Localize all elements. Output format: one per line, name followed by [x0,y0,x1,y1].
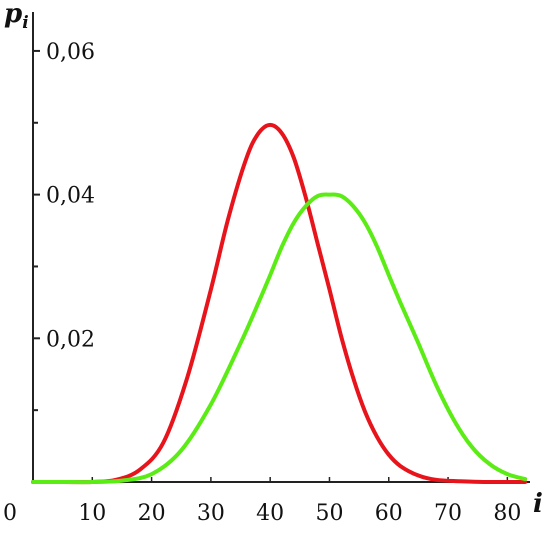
series-line-1 [31,122,528,485]
y-axis-label-subscript: i [22,13,28,33]
origin-label: 0 [3,501,17,526]
x-axis-label: i [533,489,543,519]
x-tick-label: 40 [256,501,284,526]
y-axis-label: pi [4,0,29,33]
x-tick-label: 30 [197,501,225,526]
curves [31,122,528,485]
series-line-2 [31,192,528,485]
x-tick-label: 50 [315,501,343,526]
x-tick-label: 10 [78,501,106,526]
x-tick-label: 70 [434,501,462,526]
y-tick-label: 0,02 [46,327,95,352]
x-tick-label: 20 [138,501,166,526]
x-tick-label: 80 [493,501,521,526]
x-tick-label: 60 [375,501,403,526]
y-tick-label: 0,04 [46,184,95,209]
y-tick-label: 0,06 [46,40,95,65]
y-axis-label-base: p [4,0,22,29]
